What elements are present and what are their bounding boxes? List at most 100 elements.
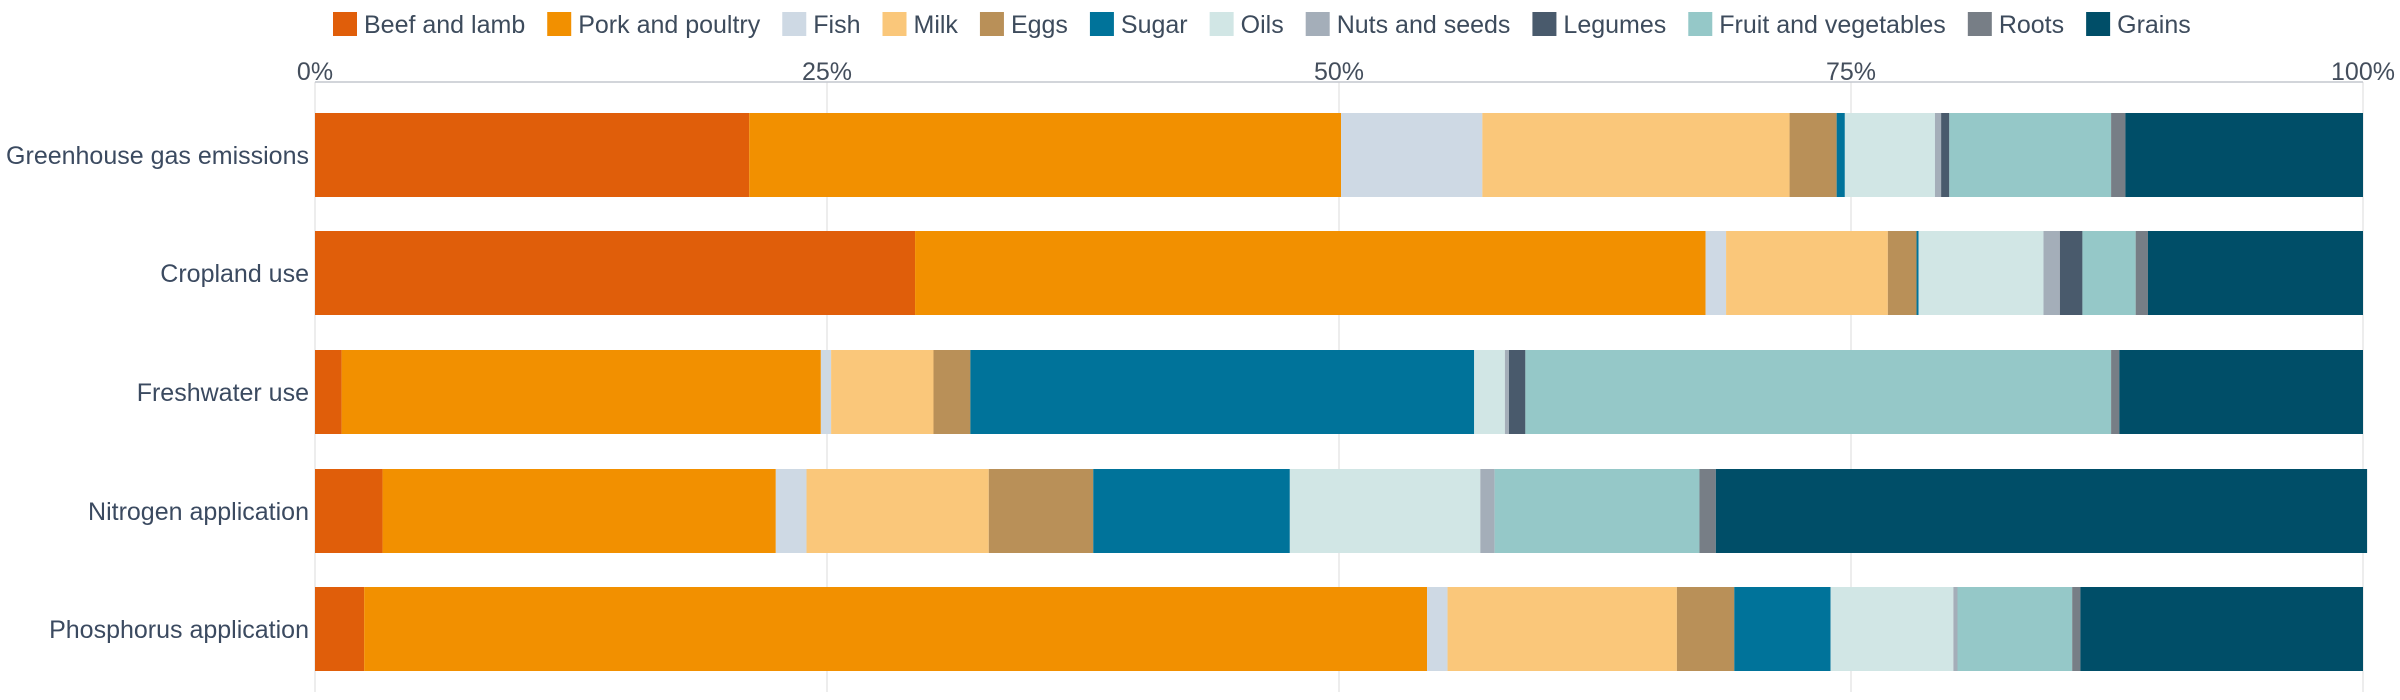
legend-label: Grains bbox=[2117, 11, 2191, 39]
bar-segment-beef-and-lamb[interactable] bbox=[315, 231, 916, 315]
legend-swatch bbox=[1532, 12, 1557, 36]
bar-segment-roots[interactable] bbox=[2111, 113, 2126, 197]
bar-segment-nuts-and-seeds[interactable] bbox=[1953, 587, 1958, 671]
category-labels: Greenhouse gas emissions Cropland use Fres… bbox=[6, 142, 309, 644]
bar-segment-nuts-and-seeds[interactable] bbox=[1504, 350, 1509, 434]
bar-segment-pork-and-poultry[interactable] bbox=[341, 350, 821, 434]
legend-swatch bbox=[1688, 12, 1713, 36]
bar-segment-roots[interactable] bbox=[2135, 231, 2148, 315]
bar-segment-pork-and-poultry[interactable] bbox=[364, 587, 1428, 671]
bar-segment-roots[interactable] bbox=[1699, 469, 1716, 553]
legend-item-eggs[interactable]: Eggs bbox=[979, 11, 1068, 39]
bar-segment-oils[interactable] bbox=[1844, 113, 1935, 197]
bar-segment-milk[interactable] bbox=[831, 350, 934, 434]
bar-segment-grains[interactable] bbox=[2080, 587, 2363, 671]
bar-segment-nuts-and-seeds[interactable] bbox=[1480, 469, 1495, 553]
legend-item-sugar[interactable]: Sugar bbox=[1089, 11, 1188, 39]
legend-item-fruit-and-vegetables[interactable]: Fruit and vegetables bbox=[1688, 11, 1946, 39]
bar-segment-fruit-and-vegetables[interactable] bbox=[2082, 231, 2136, 315]
bar-segment-sugar[interactable] bbox=[1916, 231, 1919, 315]
bar-segment-sugar[interactable] bbox=[970, 350, 1475, 434]
legend-item-oils[interactable]: Oils bbox=[1209, 11, 1284, 39]
bar-segment-legumes[interactable] bbox=[1941, 113, 1950, 197]
legend-item-roots[interactable]: Roots bbox=[1967, 11, 2064, 39]
bar-segment-oils[interactable] bbox=[1289, 469, 1481, 553]
bar-segment-fruit-and-vegetables[interactable] bbox=[1525, 350, 2112, 434]
bar-segment-fish[interactable] bbox=[1705, 231, 1727, 315]
bar-segment-roots[interactable] bbox=[2072, 587, 2081, 671]
legend-swatch bbox=[1089, 12, 1114, 36]
bar-segment-fish[interactable] bbox=[1427, 587, 1448, 671]
bar-segment-pork-and-poultry[interactable] bbox=[915, 231, 1706, 315]
bar-row bbox=[315, 469, 2368, 553]
bar-segment-milk[interactable] bbox=[1482, 113, 1790, 197]
bar-row bbox=[315, 113, 2363, 197]
bar-segment-beef-and-lamb[interactable] bbox=[315, 113, 750, 197]
category-label: Phosphorus application bbox=[49, 616, 309, 644]
legend-item-legumes[interactable]: Legumes bbox=[1532, 11, 1666, 39]
bar-segment-fish[interactable] bbox=[1341, 113, 1483, 197]
bar-segment-beef-and-lamb[interactable] bbox=[315, 350, 342, 434]
legend-swatch bbox=[1967, 12, 1992, 36]
bar-segment-legumes[interactable] bbox=[2059, 231, 2083, 315]
bar-segment-oils[interactable] bbox=[1830, 587, 1954, 671]
legend-swatch bbox=[333, 12, 357, 36]
legend-label: Oils bbox=[1241, 11, 1284, 39]
bar-segment-grains[interactable] bbox=[2119, 350, 2363, 434]
bar-segment-grains[interactable] bbox=[2125, 113, 2363, 197]
bar-segment-pork-and-poultry[interactable] bbox=[749, 113, 1342, 197]
bar-segment-oils[interactable] bbox=[1474, 350, 1505, 434]
legend-swatch bbox=[882, 12, 907, 36]
legend-label: Fruit and vegetables bbox=[1719, 11, 1946, 39]
legend-item-grains[interactable]: Grains bbox=[2086, 11, 2191, 39]
x-tick-label: 100% bbox=[2331, 58, 2395, 86]
bar-segment-oils[interactable] bbox=[1918, 231, 2044, 315]
bar-segment-legumes[interactable] bbox=[1508, 350, 1526, 434]
bar-segment-milk[interactable] bbox=[1447, 587, 1677, 671]
bar-segment-nuts-and-seeds[interactable] bbox=[1934, 113, 1942, 197]
legend-item-pork-and-poultry[interactable]: Pork and poultry bbox=[547, 11, 761, 39]
bar-segment-fruit-and-vegetables[interactable] bbox=[1949, 113, 2112, 197]
bar-segment-fruit-and-vegetables[interactable] bbox=[1957, 587, 2073, 671]
bar-segment-eggs[interactable] bbox=[933, 350, 971, 434]
category-label: Cropland use bbox=[160, 260, 309, 288]
bar-segment-pork-and-poultry[interactable] bbox=[382, 469, 776, 553]
bar-segment-beef-and-lamb[interactable] bbox=[315, 469, 383, 553]
bar-segment-fish[interactable] bbox=[775, 469, 807, 553]
bar-row bbox=[315, 231, 2363, 315]
legend-label: Legumes bbox=[1563, 11, 1666, 39]
category-label: Freshwater use bbox=[137, 379, 309, 407]
category-label: Greenhouse gas emissions bbox=[6, 142, 309, 170]
bar-segment-milk[interactable] bbox=[806, 469, 989, 553]
bar-segment-sugar[interactable] bbox=[1093, 469, 1290, 553]
legend-item-milk[interactable]: Milk bbox=[882, 11, 959, 39]
bar-segment-roots[interactable] bbox=[2111, 350, 2120, 434]
bar-segment-fruit-and-vegetables[interactable] bbox=[1494, 469, 1700, 553]
x-axis: 0% 25% 50% 75% 100% bbox=[297, 58, 2395, 86]
bar-segment-grains[interactable] bbox=[2147, 231, 2363, 315]
bars bbox=[315, 113, 2368, 671]
legend-swatch bbox=[1305, 12, 1330, 36]
bar-segment-eggs[interactable] bbox=[1676, 587, 1735, 671]
bar-segment-eggs[interactable] bbox=[1887, 231, 1917, 315]
x-tick-label: 75% bbox=[1826, 58, 1876, 86]
legend-item-beef-and-lamb[interactable]: Beef and lamb bbox=[333, 11, 525, 39]
bar-segment-beef-and-lamb[interactable] bbox=[315, 587, 365, 671]
bar-segment-sugar[interactable] bbox=[1734, 587, 1831, 671]
legend-swatch bbox=[547, 12, 572, 36]
bar-segment-grains[interactable] bbox=[1715, 469, 2368, 553]
bar-segment-sugar[interactable] bbox=[1836, 113, 1845, 197]
bar-segment-nuts-and-seeds[interactable] bbox=[2043, 231, 2060, 315]
bar-segment-eggs[interactable] bbox=[988, 469, 1094, 553]
legend-label: Sugar bbox=[1121, 11, 1188, 39]
legend-item-nuts-and-seeds[interactable]: Nuts and seeds bbox=[1305, 11, 1511, 39]
legend-item-fish[interactable]: Fish bbox=[782, 11, 861, 39]
category-label: Nitrogen application bbox=[88, 498, 309, 526]
bar-segment-milk[interactable] bbox=[1726, 231, 1888, 315]
bar-segment-eggs[interactable] bbox=[1789, 113, 1837, 197]
legend-label: Beef and lamb bbox=[364, 11, 525, 39]
bar-segment-fish[interactable] bbox=[820, 350, 832, 434]
legend-label: Roots bbox=[1999, 11, 2064, 39]
